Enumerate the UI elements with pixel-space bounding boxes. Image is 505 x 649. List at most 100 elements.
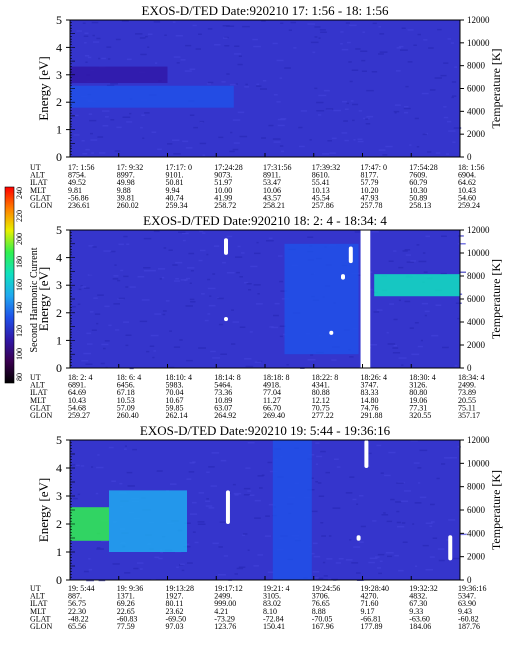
table-cell: 9.33 — [409, 607, 423, 616]
noise-speck — [340, 31, 344, 33]
noise-speck — [317, 482, 322, 484]
noise-speck — [315, 442, 320, 444]
noise-speck — [83, 352, 91, 355]
noise-speck — [290, 21, 296, 24]
noise-speck — [233, 492, 242, 495]
table-cell: 1371. — [117, 592, 135, 601]
noise-speck — [245, 83, 248, 86]
noise-speck — [280, 290, 288, 292]
table-cell: 67.18 — [117, 388, 135, 397]
row-label: GLAT — [30, 193, 51, 202]
colorbar-tick-label: 160 — [15, 279, 24, 291]
row-label: UT — [30, 584, 41, 593]
y-axis-label: Energy [eV] — [36, 267, 51, 331]
noise-speck — [453, 127, 462, 129]
noise-speck — [388, 451, 396, 454]
noise-speck — [117, 279, 121, 282]
table-cell: 19.06 — [409, 396, 427, 405]
table-cell: 260.40 — [117, 411, 139, 420]
noise-speck — [150, 334, 159, 337]
noise-speck — [316, 110, 325, 112]
noise-speck — [206, 498, 209, 500]
table-cell: 57.09 — [117, 403, 135, 412]
noise-speck — [124, 572, 131, 574]
noise-speck — [328, 535, 332, 537]
row-label: GLAT — [30, 403, 51, 412]
table-cell: 17:31:56 — [263, 163, 291, 172]
noise-speck — [454, 66, 457, 68]
noise-speck — [119, 482, 123, 485]
y-tick-label: 3 — [56, 278, 62, 292]
noise-speck — [169, 330, 172, 332]
noise-speck — [114, 150, 121, 152]
noise-speck — [372, 520, 377, 522]
noise-speck — [147, 46, 150, 48]
noise-speck — [331, 359, 337, 361]
noise-speck — [254, 499, 261, 502]
table-cell: 3706. — [312, 592, 330, 601]
table-cell: 2499. — [458, 381, 476, 390]
noise-speck — [235, 83, 238, 85]
colorbar-tick-label: 180 — [15, 256, 24, 268]
noise-speck — [386, 520, 393, 523]
noise-speck — [366, 115, 374, 118]
table-cell: 97.03 — [166, 622, 184, 631]
noise-speck — [403, 107, 411, 110]
noise-speck — [95, 492, 99, 495]
noise-speck — [329, 152, 336, 154]
noise-speck — [208, 466, 215, 468]
noise-speck — [441, 235, 447, 237]
noise-speck — [141, 114, 145, 116]
table-cell: 19:13:28 — [166, 584, 194, 593]
noise-speck — [279, 325, 286, 327]
y2-tick-label: 0 — [467, 363, 472, 373]
noise-speck — [160, 551, 163, 554]
noise-speck — [206, 471, 210, 473]
colorbar-tick-label: 80 — [15, 373, 24, 381]
plot-area — [70, 230, 460, 368]
noise-speck — [438, 559, 445, 562]
noise-speck — [91, 466, 94, 468]
y2-tick-label: 2000 — [467, 552, 486, 562]
noise-speck — [325, 471, 330, 474]
noise-speck — [185, 305, 193, 307]
noise-speck — [202, 154, 206, 156]
noise-speck — [241, 252, 245, 254]
noise-speck — [402, 541, 408, 543]
noise-speck — [278, 255, 283, 257]
noise-speck — [422, 544, 429, 547]
table-cell: 10.00 — [214, 186, 232, 195]
noise-speck — [340, 43, 343, 45]
noise-speck — [405, 254, 411, 256]
table-cell: 77.31 — [409, 403, 427, 412]
noise-speck — [200, 249, 206, 252]
noise-speck — [142, 137, 145, 139]
noise-speck — [318, 37, 321, 39]
noise-speck — [154, 556, 160, 559]
noise-speck — [380, 472, 384, 474]
noise-speck — [458, 235, 464, 237]
noise-speck — [232, 148, 239, 151]
noise-speck — [113, 303, 120, 305]
table-cell: 259.27 — [68, 411, 90, 420]
noise-speck — [218, 323, 224, 326]
table-cell: 10.53 — [117, 396, 135, 405]
table-cell: 2499. — [214, 592, 232, 601]
noise-speck — [457, 243, 466, 245]
noise-speck — [411, 353, 420, 356]
noise-speck — [115, 38, 121, 41]
noise-speck — [180, 59, 186, 61]
noise-speck — [259, 487, 263, 489]
noise-speck — [111, 480, 116, 482]
noise-speck — [344, 139, 349, 142]
table-cell: 18: 2: 4 — [68, 373, 92, 382]
noise-speck — [417, 467, 422, 469]
row-label: ILAT — [30, 178, 47, 187]
panel-2: EXOS-D/TED Date:920210 18: 2: 4 - 18:34:… — [30, 213, 503, 420]
table-cell: 77.59 — [117, 622, 135, 631]
noise-speck — [222, 261, 226, 264]
noise-speck — [220, 353, 227, 355]
noise-speck — [352, 498, 357, 501]
noise-speck — [211, 452, 220, 454]
